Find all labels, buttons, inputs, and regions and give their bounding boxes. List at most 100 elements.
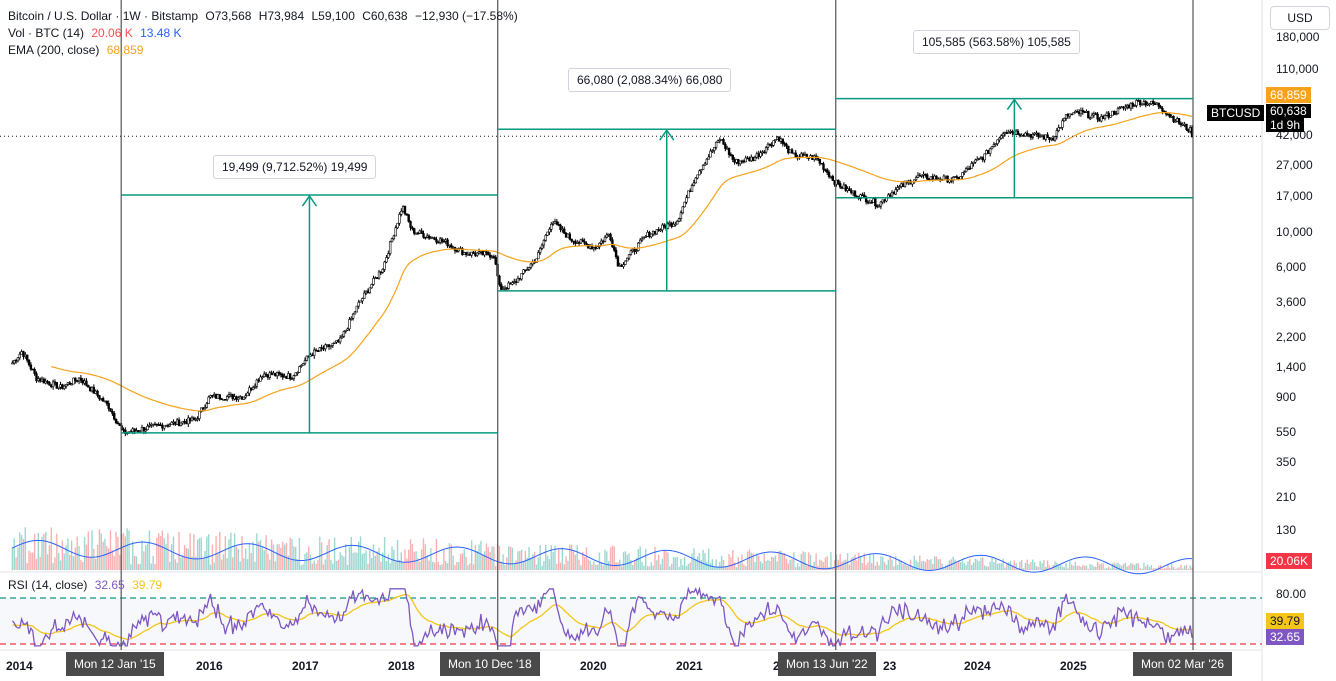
candle-body bbox=[1040, 135, 1044, 138]
volume-bar bbox=[1037, 566, 1040, 570]
volume-bar bbox=[346, 564, 349, 570]
volume-bar bbox=[348, 546, 351, 570]
candle-body bbox=[353, 311, 357, 315]
volume-bar bbox=[626, 554, 628, 570]
candle-body bbox=[1096, 113, 1099, 120]
volume-bar bbox=[1046, 560, 1049, 570]
candle-body bbox=[13, 359, 16, 364]
measure-label-3[interactable]: 105,585 (563.58%) 105,585 bbox=[913, 30, 1080, 54]
volume-bar bbox=[550, 545, 552, 570]
volume-bar bbox=[876, 561, 878, 570]
candle-body bbox=[864, 196, 868, 203]
volume-bar bbox=[806, 565, 808, 570]
candle-body bbox=[92, 386, 96, 394]
currency-button[interactable]: USD bbox=[1270, 6, 1330, 30]
volume-bar bbox=[1048, 565, 1051, 570]
candle-body bbox=[788, 149, 792, 154]
candle-body bbox=[253, 385, 257, 388]
measure-label-2[interactable]: 66,080 (2,088.34%) 66,080 bbox=[568, 68, 732, 92]
volume-bar bbox=[554, 545, 556, 570]
candle-body bbox=[585, 243, 588, 245]
candle-body bbox=[464, 252, 468, 255]
candle-body bbox=[698, 170, 701, 176]
volume-bar bbox=[391, 546, 393, 570]
volume-bar bbox=[441, 564, 443, 570]
candle-body bbox=[150, 423, 153, 426]
candle-body bbox=[359, 300, 362, 303]
volume-bar bbox=[1085, 565, 1088, 570]
candle-body bbox=[1161, 108, 1164, 112]
volume-bar bbox=[585, 547, 588, 570]
volume-bar bbox=[87, 531, 89, 570]
candle-body bbox=[1003, 132, 1007, 135]
volume-bar bbox=[106, 546, 108, 570]
candle-body bbox=[763, 151, 766, 154]
rsi-ma-value: 39.79 bbox=[132, 578, 163, 592]
measure-label-1[interactable]: 19,499 (9,712.52%) 19,499 bbox=[213, 155, 377, 179]
volume-bar bbox=[1187, 568, 1190, 570]
volume-bar bbox=[380, 561, 382, 570]
volume-bar bbox=[663, 550, 665, 570]
candle-body bbox=[492, 256, 496, 258]
candle-body bbox=[590, 245, 594, 250]
candle-body bbox=[838, 183, 842, 188]
candle-body bbox=[733, 159, 736, 163]
candle-body bbox=[901, 183, 905, 188]
volume-bar bbox=[1061, 566, 1064, 570]
candle-body bbox=[35, 373, 38, 381]
volume-bar bbox=[387, 554, 390, 570]
volume-bar bbox=[530, 557, 532, 570]
volume-bar bbox=[119, 554, 121, 570]
candle-body bbox=[205, 403, 209, 408]
candle-body bbox=[898, 186, 901, 188]
candle-body bbox=[603, 236, 607, 242]
volume-bar bbox=[1189, 565, 1191, 570]
candle-body bbox=[346, 328, 349, 331]
volume-bar bbox=[611, 545, 614, 570]
volume-bar bbox=[1059, 564, 1062, 570]
volume-bar bbox=[867, 562, 869, 570]
candle-body bbox=[325, 344, 329, 346]
volume-bar bbox=[145, 545, 147, 570]
volume-bar bbox=[732, 550, 734, 570]
candle-body bbox=[750, 156, 753, 162]
volume-bar bbox=[1115, 563, 1117, 570]
candle-body bbox=[772, 140, 775, 146]
candle-body bbox=[770, 144, 773, 147]
candle-body bbox=[561, 228, 564, 231]
volume-bar bbox=[69, 554, 71, 570]
candle-body bbox=[94, 390, 97, 394]
volume-bar bbox=[35, 558, 38, 570]
candle-body bbox=[1063, 118, 1066, 122]
candle-body bbox=[79, 377, 83, 381]
volume-bar bbox=[741, 554, 743, 570]
candle-body bbox=[166, 425, 170, 427]
volume-bar bbox=[895, 556, 897, 570]
volume-bar bbox=[257, 541, 260, 570]
volume-bar bbox=[513, 564, 515, 570]
candle-body bbox=[924, 173, 927, 176]
volume-bar bbox=[456, 562, 458, 570]
candle-body bbox=[537, 252, 540, 260]
candle-body bbox=[859, 194, 862, 199]
volume-bar bbox=[274, 561, 277, 570]
candle-body bbox=[137, 430, 140, 432]
volume-bar bbox=[715, 559, 717, 570]
candle-body bbox=[1083, 111, 1086, 114]
volume-bar bbox=[480, 540, 482, 570]
volume-bar bbox=[396, 539, 399, 570]
candle-body bbox=[37, 378, 40, 381]
volume-bar bbox=[235, 546, 238, 570]
volume-bar bbox=[1000, 563, 1002, 570]
candle-body bbox=[209, 395, 212, 398]
volume-bar bbox=[220, 559, 223, 570]
candle-body bbox=[448, 244, 451, 247]
volume-bar bbox=[45, 532, 47, 570]
volume-bar bbox=[172, 536, 175, 570]
volume-bar bbox=[893, 566, 895, 570]
volume-bar bbox=[563, 564, 565, 570]
candle-body bbox=[494, 256, 497, 265]
candle-body bbox=[1059, 127, 1062, 129]
volume-bar bbox=[967, 561, 969, 570]
